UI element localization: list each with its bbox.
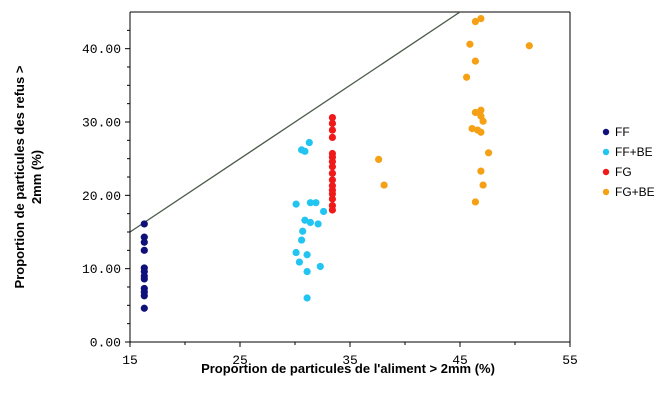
y-axis-title-line: Proportion de particules des refus > bbox=[12, 65, 27, 288]
y-tick-label: 40.00 bbox=[82, 42, 121, 57]
data-point-fg-be bbox=[477, 15, 485, 23]
y-tick-label: 20.00 bbox=[82, 189, 121, 204]
x-tick-label: 25 bbox=[232, 353, 248, 368]
data-point-fg-be bbox=[375, 155, 383, 163]
data-point-fg-be bbox=[479, 117, 487, 125]
data-point-fg-be bbox=[466, 40, 474, 48]
data-point-ff bbox=[140, 292, 148, 300]
data-point-fg-be bbox=[477, 106, 485, 114]
x-tick-label: 35 bbox=[342, 353, 358, 368]
legend-label: FG+BE bbox=[615, 185, 655, 199]
data-point-fg-be bbox=[463, 73, 471, 81]
data-markers bbox=[140, 15, 533, 312]
data-point-ff bbox=[140, 246, 148, 254]
data-point-ff-be bbox=[312, 199, 320, 207]
data-point-ff-be bbox=[305, 138, 313, 147]
data-point-fg bbox=[328, 126, 336, 134]
data-point-fg-be bbox=[477, 167, 485, 175]
data-point-ff-be bbox=[292, 248, 300, 257]
x-tick-label: 45 bbox=[452, 353, 468, 368]
reference-line-y-equals-x bbox=[130, 12, 461, 233]
y-axis-title: Proportion de particules des refus >2mm … bbox=[12, 65, 44, 288]
legend-item-fg-be: FG+BE bbox=[602, 185, 655, 199]
data-point-ff bbox=[140, 220, 148, 228]
data-point-fg-be bbox=[477, 128, 485, 136]
data-point-fg-be bbox=[468, 125, 476, 133]
data-point-fg bbox=[328, 133, 336, 141]
data-point-ff-be bbox=[295, 258, 303, 266]
legend-marker bbox=[602, 188, 610, 196]
data-point-ff-be bbox=[298, 146, 306, 154]
legend-label: FF bbox=[615, 125, 630, 139]
data-point-fg bbox=[328, 195, 336, 203]
data-point-fg-be bbox=[471, 198, 479, 206]
data-point-fg bbox=[328, 206, 336, 214]
legend-item-ff: FF bbox=[602, 125, 630, 139]
data-point-ff bbox=[140, 238, 148, 246]
data-point-ff bbox=[140, 233, 148, 241]
legend-item-ff-be: FF+BE bbox=[602, 145, 653, 159]
legend-marker bbox=[602, 168, 610, 176]
y-axis-title-line: 2mm (%) bbox=[29, 150, 44, 204]
y-tick-label: 10.00 bbox=[82, 262, 121, 277]
legend-label: FF+BE bbox=[615, 145, 653, 159]
data-point-ff-be bbox=[301, 216, 309, 224]
y-tick-label: 30.00 bbox=[82, 116, 121, 131]
data-point-fg bbox=[328, 114, 336, 122]
data-point-ff-be bbox=[306, 218, 314, 227]
data-point-fg bbox=[328, 163, 336, 171]
axes: 15 25 35 45 55 0.00 10.00 20.00 30.00 40.00 Propor… bbox=[12, 12, 578, 376]
data-point-fg-be bbox=[525, 42, 533, 50]
data-point-ff-be bbox=[299, 227, 307, 235]
data-point-fg bbox=[328, 176, 336, 184]
data-point-ff-be bbox=[303, 294, 311, 302]
y-tick-label: 0.00 bbox=[90, 336, 121, 351]
data-point-fg-be bbox=[471, 57, 479, 65]
data-point-ff-be bbox=[298, 236, 306, 244]
data-point-fg bbox=[328, 190, 336, 198]
legend-item-fg: FG bbox=[602, 165, 632, 179]
legend-marker bbox=[602, 128, 610, 136]
data-point-ff-be bbox=[303, 268, 311, 276]
data-point-fg bbox=[328, 169, 336, 177]
data-point-ff-be bbox=[316, 262, 324, 271]
data-point-fg-be bbox=[479, 181, 487, 189]
data-point-ff-be bbox=[303, 251, 311, 259]
data-point-fg-be bbox=[485, 149, 493, 157]
x-tick-label: 15 bbox=[122, 353, 138, 368]
legend-marker bbox=[602, 148, 610, 156]
data-point-ff-be bbox=[306, 199, 314, 207]
data-point-ff bbox=[140, 304, 148, 312]
data-point-fg-be bbox=[471, 17, 479, 26]
x-axis-title: Proportion de particules de l'aliment > … bbox=[201, 361, 495, 376]
plot-area bbox=[130, 11, 571, 342]
data-point-ff-be bbox=[292, 200, 300, 208]
x-tick-label: 55 bbox=[562, 353, 578, 368]
data-point-ff-be bbox=[320, 207, 328, 216]
data-point-ff-be bbox=[314, 220, 322, 228]
legend-label: FG bbox=[615, 165, 632, 179]
data-point-fg bbox=[328, 158, 336, 166]
data-point-ff bbox=[140, 275, 148, 283]
legend: FF FF+BE FG FG+BE bbox=[592, 120, 668, 228]
data-point-fg-be bbox=[380, 181, 388, 189]
data-point-fg-be bbox=[471, 108, 479, 117]
data-point-fg bbox=[328, 119, 336, 128]
